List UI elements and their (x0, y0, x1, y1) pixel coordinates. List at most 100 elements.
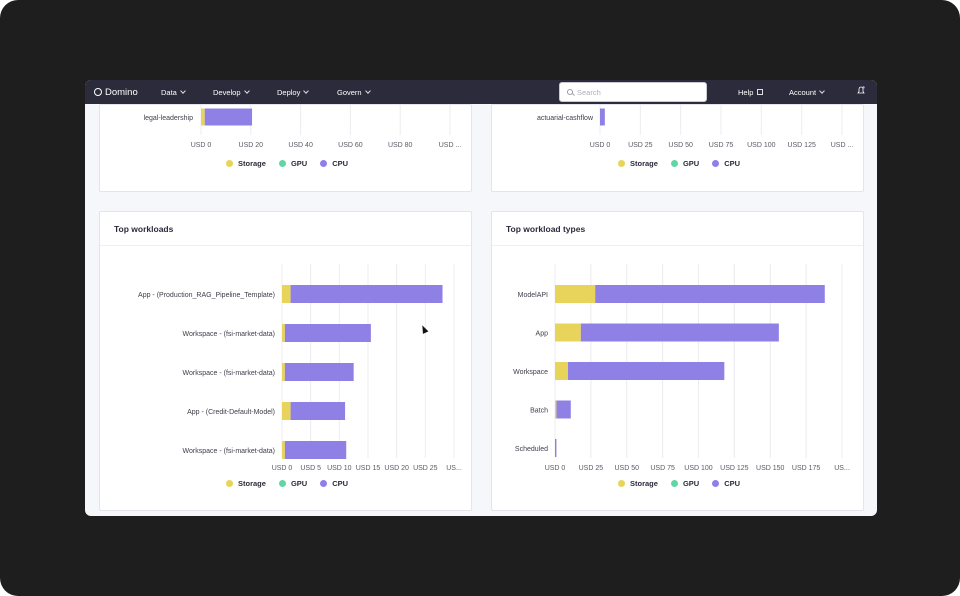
nav-label: Deploy (277, 87, 301, 97)
chevron-down-icon (303, 88, 310, 94)
x-tick-label: USD 0 (545, 465, 566, 472)
legend-label: CPU (724, 159, 741, 168)
y-category-label: actuarial-cashflow (537, 115, 594, 122)
bar-segment-cpu (284, 441, 347, 459)
nav-govern[interactable]: Govern (337, 80, 371, 104)
legend-cpu[interactable]: CPU (320, 159, 348, 168)
card-title: Top workloads (114, 224, 174, 234)
y-category-label: Workspace - (fsi-market-data) (183, 448, 275, 455)
bar-segment-storage (555, 362, 568, 380)
nav-develop[interactable]: Develop (213, 80, 250, 104)
app-window: Domino Data Develop Deploy Govern Help A… (85, 80, 877, 516)
gpu-dot-icon (278, 160, 286, 167)
storage-dot-icon (618, 160, 625, 167)
divider (100, 245, 471, 246)
bar-segment-cpu (595, 285, 825, 303)
storage-dot-icon (226, 160, 233, 167)
nav-deploy[interactable]: Deploy (277, 80, 310, 104)
bar-segment-storage (555, 285, 596, 303)
notification-bell-icon[interactable] (857, 86, 865, 95)
x-tick-label: USD 100 (747, 142, 776, 149)
legend-gpu[interactable]: GPU (278, 159, 307, 168)
y-category-label: Scheduled (515, 446, 548, 453)
bar-segment-storage (282, 441, 285, 459)
top-navbar: Domino Data Develop Deploy Govern Help A… (85, 80, 877, 104)
y-category-label: Workspace (513, 369, 548, 376)
chevron-down-icon (364, 88, 371, 94)
legend-label: Storage (630, 479, 658, 488)
x-tick-label: USD 80 (388, 142, 413, 149)
x-tick-label: USD 60 (338, 142, 363, 149)
legend-cpu[interactable]: CPU (712, 159, 740, 168)
nav-account[interactable]: Account (789, 80, 825, 104)
x-tick-label: USD 5 (300, 465, 321, 472)
x-tick-label: USD 40 (288, 142, 313, 149)
y-category-label: legal-leadership (144, 115, 194, 122)
x-tick-label: USD 0 (191, 142, 212, 149)
help-link[interactable]: Help (738, 80, 764, 104)
nav-label: Data (161, 87, 177, 97)
chevron-down-icon (180, 88, 186, 94)
brand[interactable]: Domino (94, 80, 138, 104)
legend-storage[interactable]: Storage (226, 479, 266, 488)
x-tick-label: USD 20 (384, 465, 409, 472)
x-tick-label: US... (834, 465, 850, 472)
x-tick-label: USD 50 (614, 465, 639, 472)
legend-gpu[interactable]: GPU (670, 159, 699, 168)
bar-segment-cpu (567, 362, 725, 380)
legend-cpu[interactable]: CPU (320, 479, 348, 488)
legend-label: GPU (290, 479, 308, 488)
legend-label: Storage (238, 159, 266, 168)
y-category-label: App - (Production_RAG_Pipeline_Template) (138, 292, 275, 299)
legend-cpu[interactable]: CPU (712, 479, 740, 488)
y-category-label: Batch (530, 408, 548, 415)
legend-storage[interactable]: Storage (226, 159, 266, 168)
bar-segment-cpu (555, 439, 557, 457)
cpu-dot-icon (320, 160, 328, 167)
legend-storage[interactable]: Storage (618, 479, 658, 488)
x-tick-label: USD 20 (239, 142, 264, 149)
x-tick-label: USD ... (439, 142, 462, 149)
legend-storage[interactable]: Storage (618, 159, 658, 168)
account-label: Account (789, 87, 817, 97)
y-category-label: App (536, 331, 549, 338)
x-tick-label: USD 100 (684, 465, 713, 472)
bar-segment-cpu (580, 323, 779, 342)
search-input[interactable] (577, 87, 697, 97)
chart-legend: Storage GPU CPU (618, 159, 740, 168)
legend-label: CPU (724, 479, 741, 488)
x-tick-label: USD 50 (668, 142, 693, 149)
divider (492, 245, 863, 246)
search-box[interactable] (559, 82, 707, 102)
bar-segment-cpu (556, 400, 571, 419)
chart-legend: Storage GPU CPU (226, 479, 348, 488)
chart-legend: Storage GPU CPU (226, 159, 348, 168)
bar-segment-cpu (290, 402, 346, 420)
chevron-down-icon (243, 88, 250, 94)
bar-segment-cpu (204, 108, 253, 126)
x-tick-label: USD 125 (720, 465, 749, 472)
gpu-dot-icon (670, 160, 678, 167)
legend-label: CPU (332, 479, 349, 488)
nav-data[interactable]: Data (161, 80, 186, 104)
x-tick-label: USD 0 (590, 142, 611, 149)
brand-name: Domino (105, 86, 138, 98)
legend-gpu[interactable]: GPU (670, 479, 700, 488)
bar-segment-storage (282, 402, 291, 420)
bar-segment-storage (555, 323, 581, 342)
y-category-label: Workspace - (fsi-market-data) (183, 331, 275, 338)
bar-segment-storage (201, 108, 205, 126)
y-category-label: Workspace - (fsi-market-data) (183, 370, 275, 377)
legend-gpu[interactable]: GPU (278, 479, 308, 488)
chart-card-top-left: USD 0 USD 20 USD 40 USD 60 USD 80 USD ... lega… (99, 104, 472, 192)
bar-segment-storage (555, 400, 557, 419)
x-tick-label: USD 150 (756, 465, 785, 472)
x-tick-label: USD 10 (327, 465, 352, 472)
cpu-dot-icon (712, 480, 720, 487)
x-tick-label: USD 25 (579, 465, 604, 472)
legend-label: GPU (682, 479, 700, 488)
x-tick-label: USD 75 (650, 465, 675, 472)
help-label: Help (738, 87, 754, 97)
top-workload-types-card: Top workload types USD 0 USD 25 USD 50 USD … (491, 211, 864, 511)
card-title: Top workload types (506, 224, 586, 234)
